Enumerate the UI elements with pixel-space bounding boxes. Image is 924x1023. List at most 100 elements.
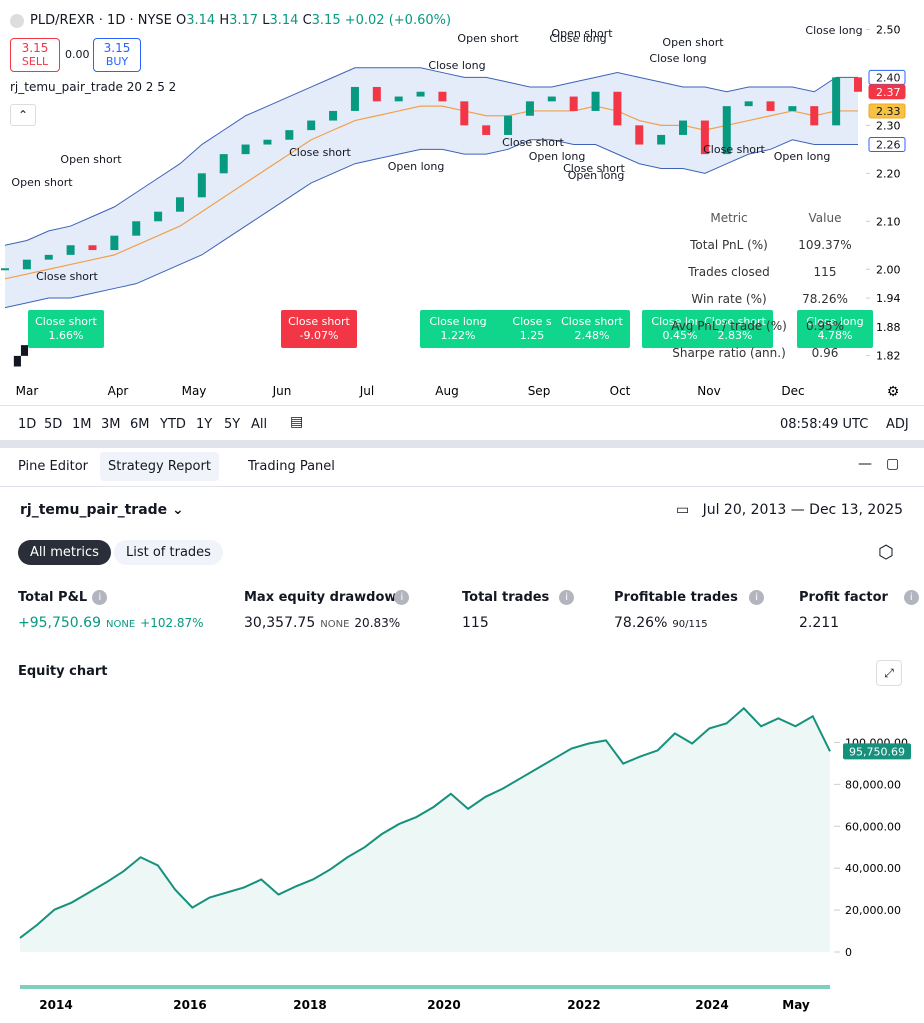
candle [482,125,491,135]
candle [394,96,403,102]
price-tag [868,84,906,100]
last-value-label: 95,750.69 [849,745,905,758]
minimize-icon[interactable]: — [858,456,872,472]
candle [832,77,841,126]
candle [788,106,797,111]
date-range[interactable]: ▭ Jul 20, 2013 — Dec 13, 2025 [676,502,904,518]
table-cell: 115 [814,265,837,279]
close: 3.15 [311,13,341,28]
tv-logo: ▞ [14,346,28,367]
range-button[interactable]: 5Y [224,417,241,432]
metric-value: 78.26% [614,615,668,631]
settings-icon[interactable]: ⚙ [887,384,900,400]
table-cell: Avg PnL / trade (%) [671,319,787,333]
price-tag-label: 2.26 [876,139,901,152]
range-button[interactable]: YTD [160,417,186,432]
signal-label: Open short [551,27,613,40]
y-tick-label: 1.88 [876,321,901,334]
signal-label: Close short [703,143,765,156]
price-tag-label: 2.33 [876,105,901,118]
y-tick-label: 2.20 [876,167,901,180]
y-tick-label: 0 [845,946,852,959]
candle [307,120,316,131]
y-tick-label: 80,000.00 [845,778,901,791]
candle [416,91,425,97]
indicator[interactable]: rj_temu_pair_trade 20 2 5 2 [10,80,177,94]
y-tick-label: 2.00 [876,263,901,276]
maximize-icon[interactable]: ▢ [886,456,900,472]
metric-value-row: +95,750.69 NONE +102.87% [18,612,204,631]
candle [460,101,469,126]
signal-label: Close short [502,136,564,149]
expand-button[interactable]: ⤢ [876,660,902,686]
metric-value: 30,357.75 [244,615,316,631]
equity-line [19,706,831,939]
signal-label: Close short [36,270,98,283]
metric-value-row: 30,357.75 NONE 20.83% [244,612,400,631]
range-button[interactable]: 5D [44,417,63,432]
price-tag-label: 2.40 [876,71,901,84]
sell-button[interactable]: 3.15 SELL [10,38,60,72]
trade-box [281,310,357,348]
range-button[interactable]: 1Y [196,417,213,432]
candle [219,154,228,174]
trade-box [494,310,570,348]
info-icon: i [749,590,765,605]
signal-label: Open short [662,36,724,49]
c-label: C [302,13,312,28]
candle [613,91,622,126]
tab[interactable]: Strategy Report [100,452,219,481]
trade-label: Close long [806,315,863,328]
toolbar: ▤ 08:58:49 UTC ADJ 1D 5D 1M 3M 6M YTD 1Y 5Y All [0,405,924,441]
x-tick-label: Nov [697,384,720,398]
range-button[interactable]: 6M [130,417,150,432]
tab-bar: — ▢ Pine Editor Strategy Report Trading Pa… [0,448,924,487]
signal-label: Close long [805,24,862,37]
y-tick-label: 1.94 [876,292,901,305]
x-tick-label: 2020 [427,998,460,1012]
candle [175,197,184,212]
band-fill [5,67,858,308]
metric-title: Profit factor [799,590,888,605]
metric-value-row: 115 [462,612,489,631]
clock: 08:58:49 UTC [780,417,869,432]
settings-icon[interactable]: ⬡ [878,542,894,563]
price-chart: 2.50 2.30 2.20 2.10 2.00 1.94 1.88 1.82 2.40 2.37… [1,23,906,400]
adj[interactable]: ADJ [886,417,909,432]
trade-result: 2.83% [718,329,753,342]
view-pill-active[interactable]: All metrics [18,540,111,565]
candle [679,120,688,135]
strategy-name[interactable]: rj_temu_pair_trade ⌄ [20,502,184,518]
sell-price: 3.15 [21,41,49,55]
view-pill[interactable]: List of trades [114,540,223,565]
range-button[interactable]: 1D [18,417,37,432]
date-range-text: Jul 20, 2013 — Dec 13, 2025 [702,502,904,518]
table-cell: 0.96 [812,346,839,360]
symbol[interactable]: PLD/REXR · 1D · NYSE [30,13,172,28]
trade-label: Close long [651,315,708,328]
trade-result: -9.07% [300,329,339,342]
candle [285,130,294,140]
collapse-button[interactable]: ⌃ [10,104,36,126]
range-button[interactable]: All [251,417,268,432]
trade-result: 4.78% [818,329,853,342]
metric-value: 2.211 [799,615,840,631]
tab[interactable]: Pine Editor [18,459,89,474]
high: 3.17 [229,13,259,28]
buy-button[interactable]: 3.15 BUY [93,38,141,72]
table-cell: Sharpe ratio (ann.) [672,346,786,360]
metric-title: Profitable trades [614,590,738,605]
candle [766,101,775,111]
calendar-icon[interactable]: ▤ [290,414,304,430]
range-button[interactable]: 3M [101,417,121,432]
tab[interactable]: Trading Panel [248,459,335,474]
range-button[interactable]: 1M [72,417,92,432]
candle [22,259,31,270]
x-tick-label: Jun [272,384,292,398]
candle [525,101,534,116]
info-icon: i [92,590,108,605]
signal-label: Open long [568,169,625,182]
y-tick-label: 2.50 [876,23,901,36]
trade-result: 1.66% [49,329,84,342]
candle [591,91,600,111]
